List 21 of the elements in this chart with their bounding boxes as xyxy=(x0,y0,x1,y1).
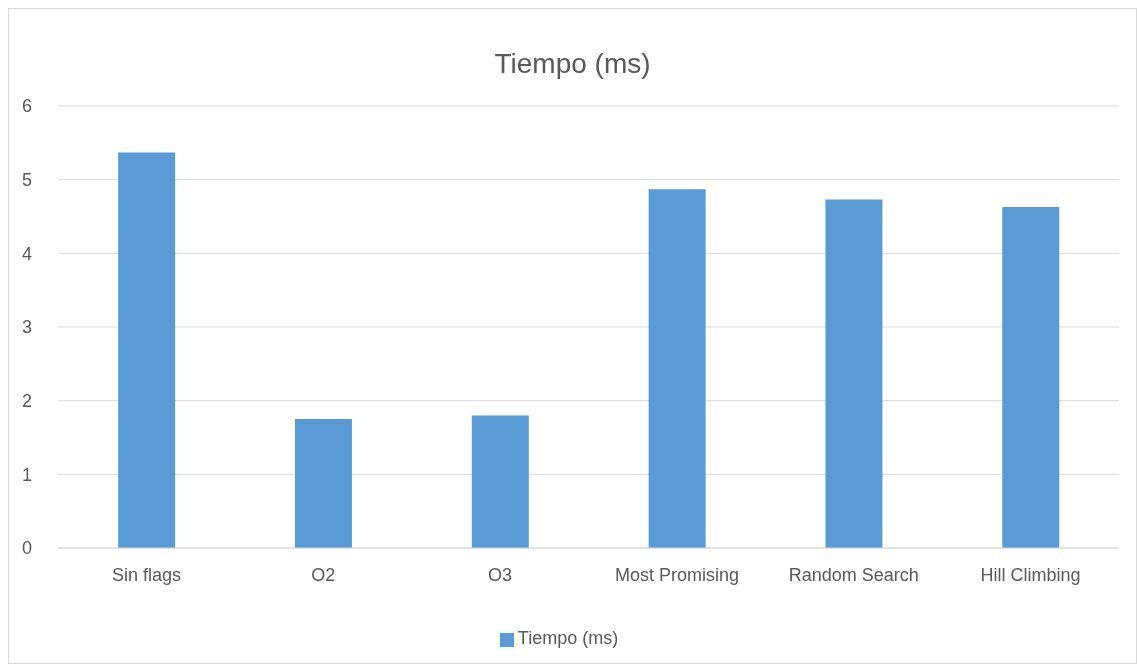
x-tick-label: O2 xyxy=(311,564,336,585)
x-tick-label: Most Promising xyxy=(614,564,739,585)
y-tick-label: 1 xyxy=(21,464,32,485)
bar xyxy=(1002,206,1060,548)
bar xyxy=(471,415,529,548)
y-tick-label: 6 xyxy=(21,96,32,117)
x-tick-label: Sin flags xyxy=(111,564,181,585)
y-tick-label: 0 xyxy=(21,538,32,559)
x-tick-label: O3 xyxy=(488,564,513,585)
legend-label: Tiempo (ms) xyxy=(517,628,619,648)
bar xyxy=(825,199,883,548)
bar xyxy=(118,152,176,548)
bar xyxy=(294,419,352,548)
x-tick-label: Hill Climbing xyxy=(980,564,1081,585)
bar xyxy=(648,189,706,548)
y-tick-label: 4 xyxy=(21,243,32,264)
chart-title: Tiempo (ms) xyxy=(493,47,652,81)
x-tick-label: Random Search xyxy=(788,564,919,585)
y-tick-label: 3 xyxy=(21,317,32,338)
y-tick-label: 2 xyxy=(21,391,32,412)
y-tick-label: 5 xyxy=(21,170,32,191)
